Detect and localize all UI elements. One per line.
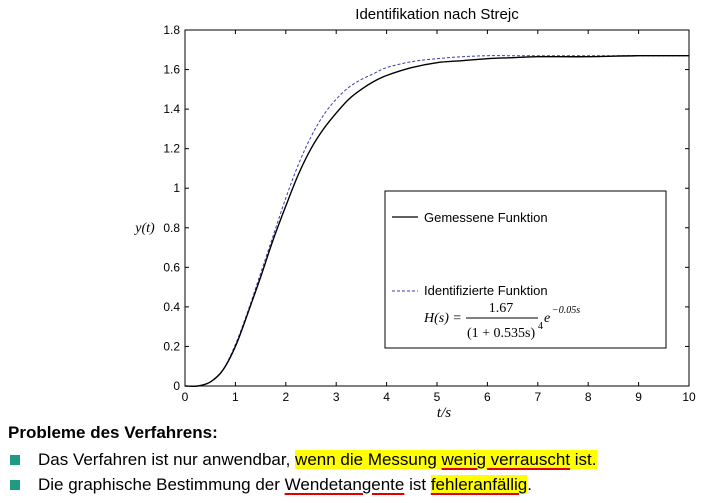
legend-label-identified: Identifizierte Funktion <box>424 283 548 298</box>
chart-marks <box>184 54 690 387</box>
y-tick-label: 1.6 <box>163 63 180 77</box>
bullet-marker <box>10 480 20 490</box>
x-tick-label: 0 <box>182 390 189 404</box>
x-tick-label: 1 <box>232 390 239 404</box>
x-tick-label: 10 <box>682 390 696 404</box>
legend-label-measured: Gemessene Funktion <box>424 210 548 225</box>
y-tick-label: 0.4 <box>163 300 180 314</box>
bullet-text-segment: Die graphische Bestimmung der <box>38 475 285 494</box>
y-tick-label: 1.4 <box>163 102 180 116</box>
axis-ticks: 0 1 2 3 4 5 6 7 8 9 10 0 0.2 0.4 0.6 0.8 1 1.2 1.4 1.6 1.8 <box>163 23 696 404</box>
highlighted-underlined-segment: wenig verrauscht <box>441 450 571 469</box>
highlighted-segment: ist. <box>570 450 597 469</box>
y-tick-label: 1.2 <box>163 142 180 156</box>
transfer-function-formula: H(s) = 1.67 (1 + 0.535s) 4 e −0.05s <box>423 301 580 341</box>
x-tick-label: 3 <box>333 390 340 404</box>
highlighted-underlined-segment: fehleranfällig <box>430 475 528 494</box>
y-tick-label: 0.6 <box>163 260 180 274</box>
underlined-segment: Wendetangente <box>284 475 405 494</box>
bullet-marker <box>10 455 20 465</box>
x-tick-label: 8 <box>585 390 592 404</box>
x-tick-label: 4 <box>383 390 390 404</box>
bullet-text-segment: . <box>527 475 532 494</box>
y-tick-label: 0.8 <box>163 221 180 235</box>
y-tick-label: 1.8 <box>163 23 180 37</box>
bullet-text: Die graphische Bestimmung der Wendetange… <box>38 475 532 494</box>
legend: Gemessene Funktion Identifizierte Funkti… <box>384 190 667 349</box>
chart-title: Identifikation nach Strejc <box>355 6 519 23</box>
section-heading: Probleme des Verfahrens: <box>8 423 218 442</box>
legend-box <box>384 190 667 349</box>
x-tick-label: 2 <box>282 390 289 404</box>
measured-series-line <box>184 54 690 387</box>
highlighted-segment: wenn die Messung <box>295 450 442 469</box>
y-tick-label: 0.2 <box>163 339 180 353</box>
x-axis-label: t/s <box>437 405 451 420</box>
bullet-text-segment: ist <box>404 475 431 494</box>
bullet-text: Das Verfahren ist nur anwendbar, wenn di… <box>38 450 597 469</box>
x-tick-label: 5 <box>434 390 441 404</box>
bullet-item-applicability: Das Verfahren ist nur anwendbar, wenn di… <box>8 447 597 472</box>
step-response-chart: Identifikation nach Strejc 0 1 2 3 4 5 6 7 8 9 100… <box>133 6 696 420</box>
bullet-item-tangent: Die graphische Bestimmung der Wendetange… <box>8 472 597 497</box>
formula-lhs: H(s) = <box>423 311 462 326</box>
y-axis-label: y(t) <box>133 221 155 236</box>
bullet-text-segment: Das Verfahren ist nur anwendbar, <box>38 450 296 469</box>
formula-denominator: (1 + 0.535s) <box>467 326 536 341</box>
x-tick-label: 9 <box>635 390 642 404</box>
identified-series-line <box>184 55 689 387</box>
formula-numerator: 1.67 <box>489 301 514 316</box>
x-tick-label: 7 <box>534 390 541 404</box>
formula-denominator-exponent: 4 <box>538 321 543 332</box>
bullet-list: Das Verfahren ist nur anwendbar, wenn di… <box>8 447 597 497</box>
x-tick-label: 6 <box>484 390 491 404</box>
y-tick-label: 1 <box>173 181 180 195</box>
y-tick-label: 0 <box>173 379 180 393</box>
formula-factor: e <box>544 311 550 326</box>
formula-factor-exponent: −0.05s <box>552 305 580 316</box>
